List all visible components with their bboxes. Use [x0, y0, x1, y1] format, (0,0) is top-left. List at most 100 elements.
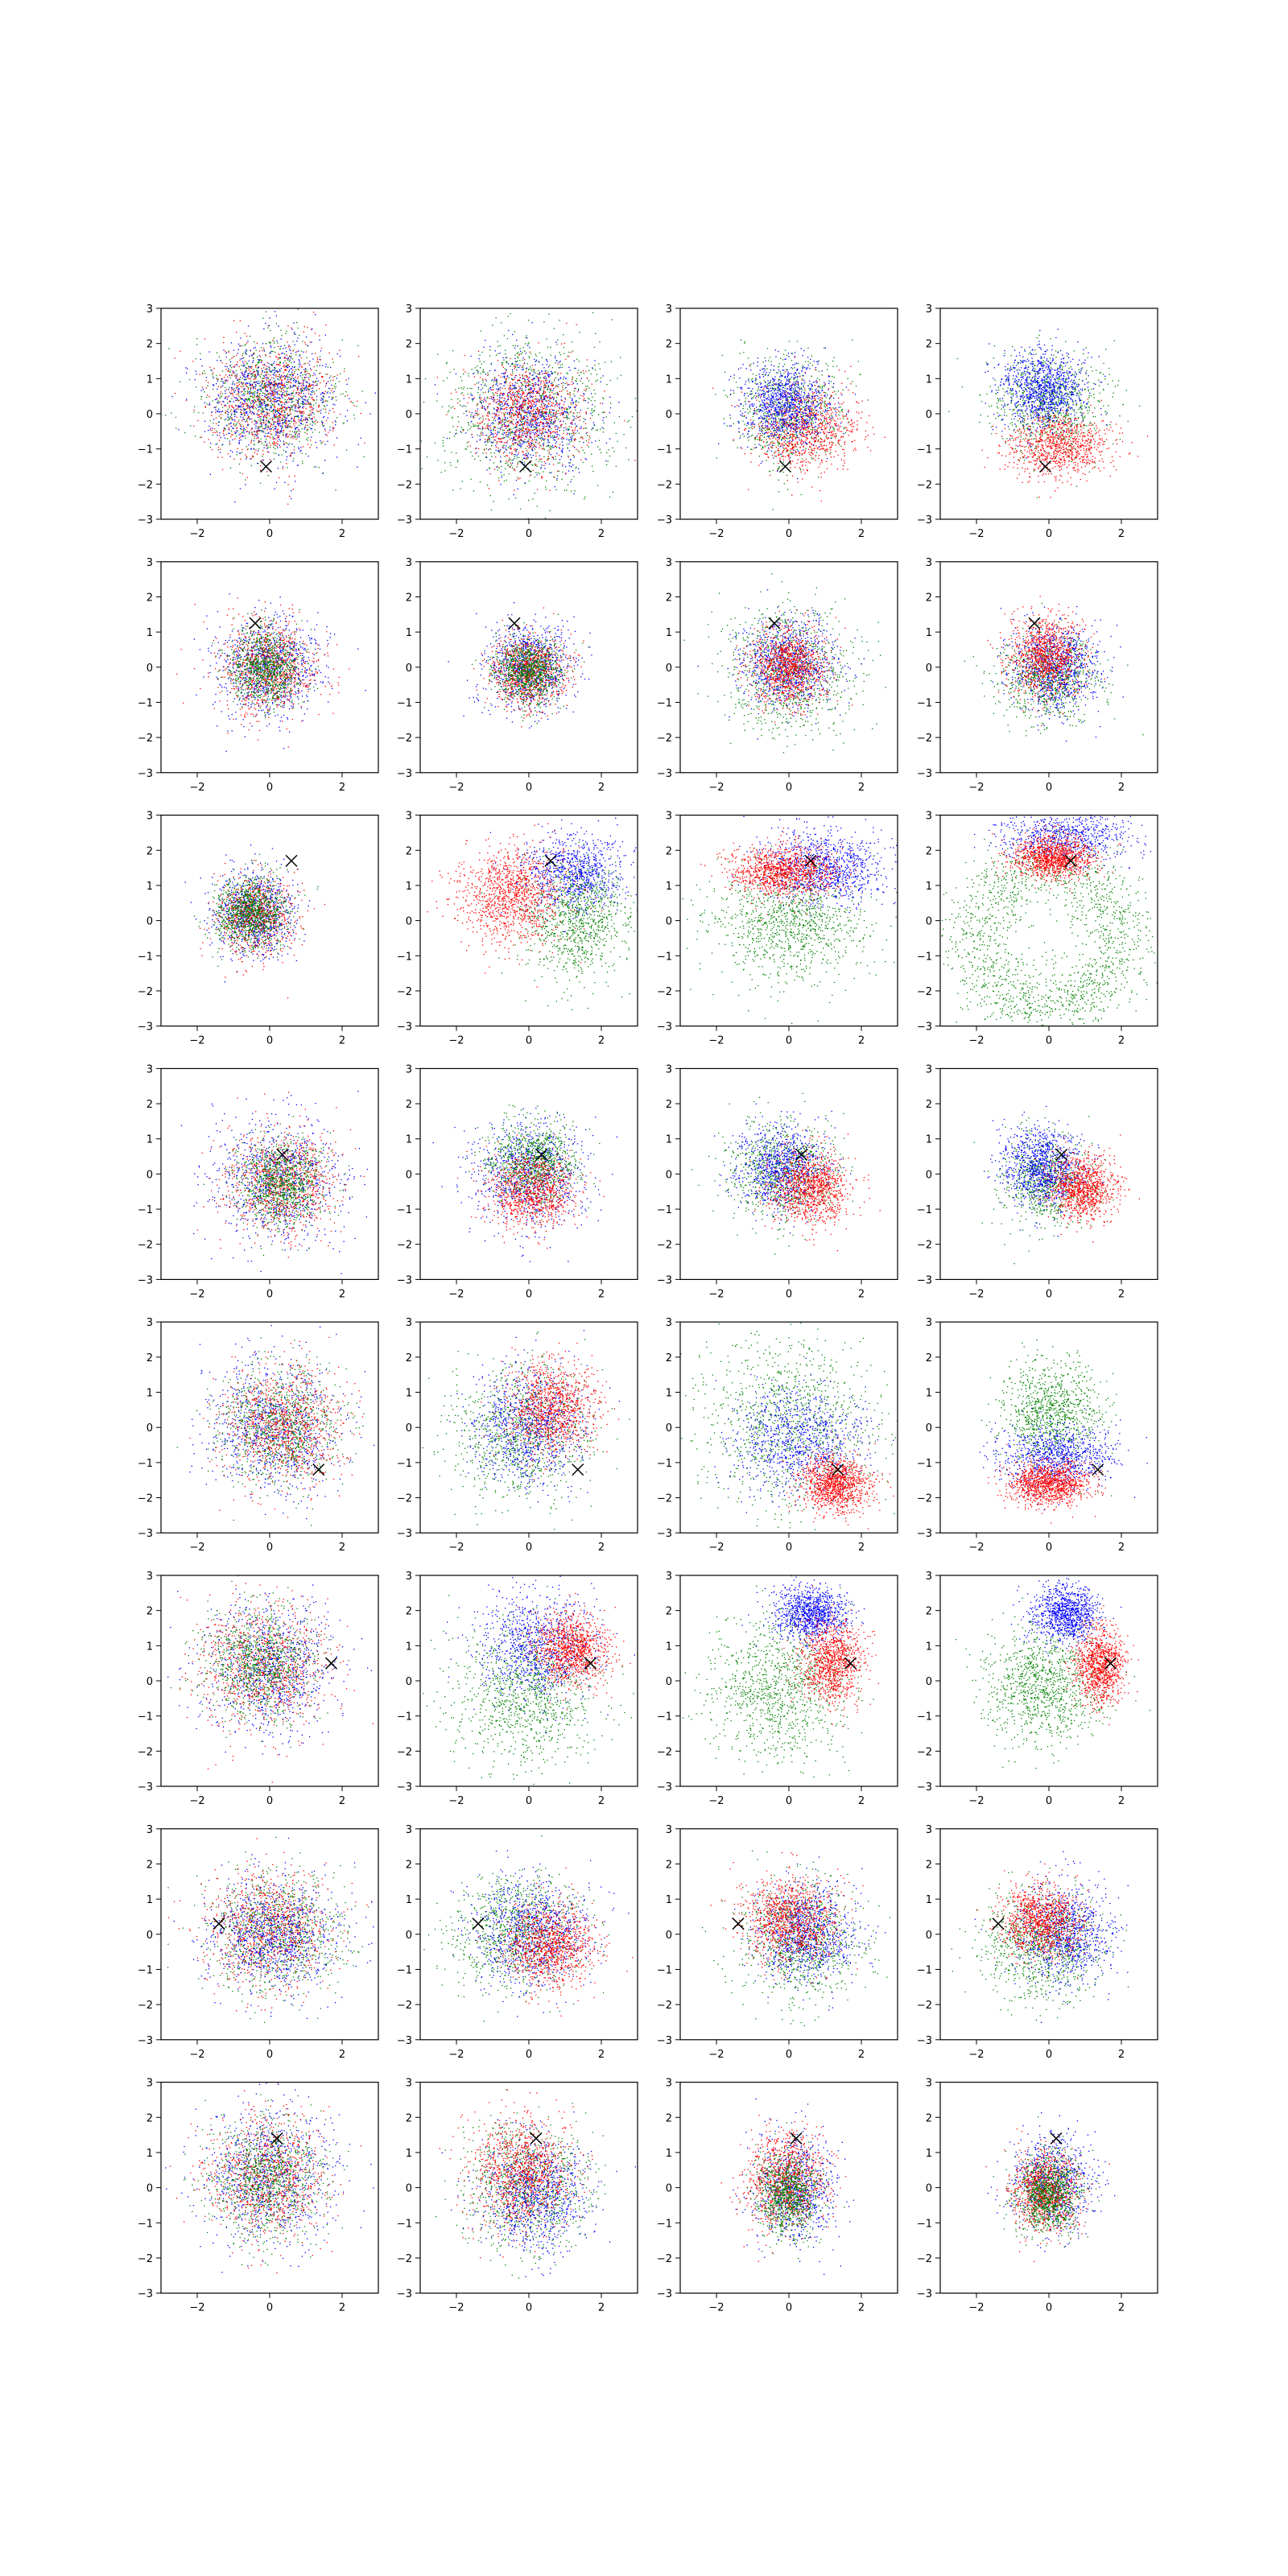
point: [494, 379, 495, 380]
point: [213, 419, 214, 420]
point: [223, 433, 224, 434]
point: [458, 421, 459, 422]
point: [502, 395, 503, 396]
point: [542, 410, 543, 411]
point: [319, 335, 320, 336]
point: [305, 371, 306, 372]
point: [245, 351, 246, 352]
point: [281, 390, 282, 391]
point: [531, 457, 532, 458]
point: [545, 463, 546, 464]
point: [520, 447, 521, 448]
point: [187, 368, 188, 369]
point: [321, 348, 322, 349]
point: [295, 439, 296, 440]
point: [521, 410, 522, 411]
point: [228, 351, 229, 352]
point: [503, 400, 504, 401]
point: [274, 459, 275, 460]
point: [525, 458, 526, 459]
point: [266, 391, 267, 392]
point: [536, 398, 537, 399]
point: [261, 405, 262, 406]
point: [215, 409, 216, 410]
point: [316, 447, 317, 448]
point: [606, 384, 607, 385]
point: [280, 346, 281, 347]
point: [307, 430, 308, 431]
point: [358, 444, 359, 445]
point: [252, 421, 253, 422]
point: [263, 348, 264, 349]
point: [257, 392, 258, 393]
point: [245, 345, 246, 346]
point: [288, 420, 289, 421]
point: [282, 380, 283, 381]
point: [568, 462, 569, 463]
point: [309, 385, 310, 386]
point: [285, 369, 286, 370]
point: [270, 395, 271, 396]
point: [278, 431, 279, 432]
point: [250, 429, 251, 430]
point: [249, 369, 250, 370]
point: [548, 377, 549, 378]
point: [233, 409, 234, 410]
point: [274, 401, 275, 402]
point: [232, 382, 233, 383]
point: [210, 474, 211, 475]
point: [278, 346, 279, 347]
point: [312, 431, 313, 432]
point: [598, 363, 599, 364]
point: [292, 438, 293, 439]
point: [503, 446, 504, 447]
point: [505, 417, 506, 418]
point: [292, 405, 293, 406]
point: [574, 368, 575, 369]
point: [515, 497, 516, 498]
point: [292, 374, 293, 375]
point: [486, 425, 487, 426]
point: [204, 373, 205, 374]
point: [503, 452, 504, 453]
point: [314, 429, 315, 430]
point: [441, 472, 442, 473]
point: [499, 468, 500, 469]
point: [528, 411, 529, 412]
point: [583, 438, 584, 439]
point: [512, 467, 513, 468]
point: [597, 380, 598, 381]
point: [514, 331, 515, 332]
point: [490, 389, 491, 390]
point: [536, 360, 537, 361]
point: [545, 380, 546, 381]
point: [501, 406, 502, 407]
point: [500, 449, 501, 450]
point: [311, 437, 312, 438]
point: [471, 388, 472, 389]
point: [507, 412, 508, 413]
point: [561, 390, 562, 391]
point: [454, 408, 455, 409]
point: [549, 374, 550, 375]
point: [252, 397, 253, 398]
point: [217, 402, 218, 403]
point: [268, 426, 269, 427]
point: [606, 452, 607, 453]
point: [569, 393, 570, 394]
point: [619, 416, 620, 417]
point: [240, 459, 241, 460]
point: [218, 386, 219, 387]
point: [513, 364, 514, 365]
point: [491, 434, 492, 435]
point: [239, 434, 240, 435]
point: [222, 370, 223, 371]
point: [502, 430, 503, 431]
point: [500, 438, 501, 439]
point: [450, 464, 451, 465]
point: [269, 371, 270, 372]
point: [255, 426, 256, 427]
point: [576, 400, 577, 401]
point: [233, 401, 234, 402]
point: [293, 420, 294, 421]
